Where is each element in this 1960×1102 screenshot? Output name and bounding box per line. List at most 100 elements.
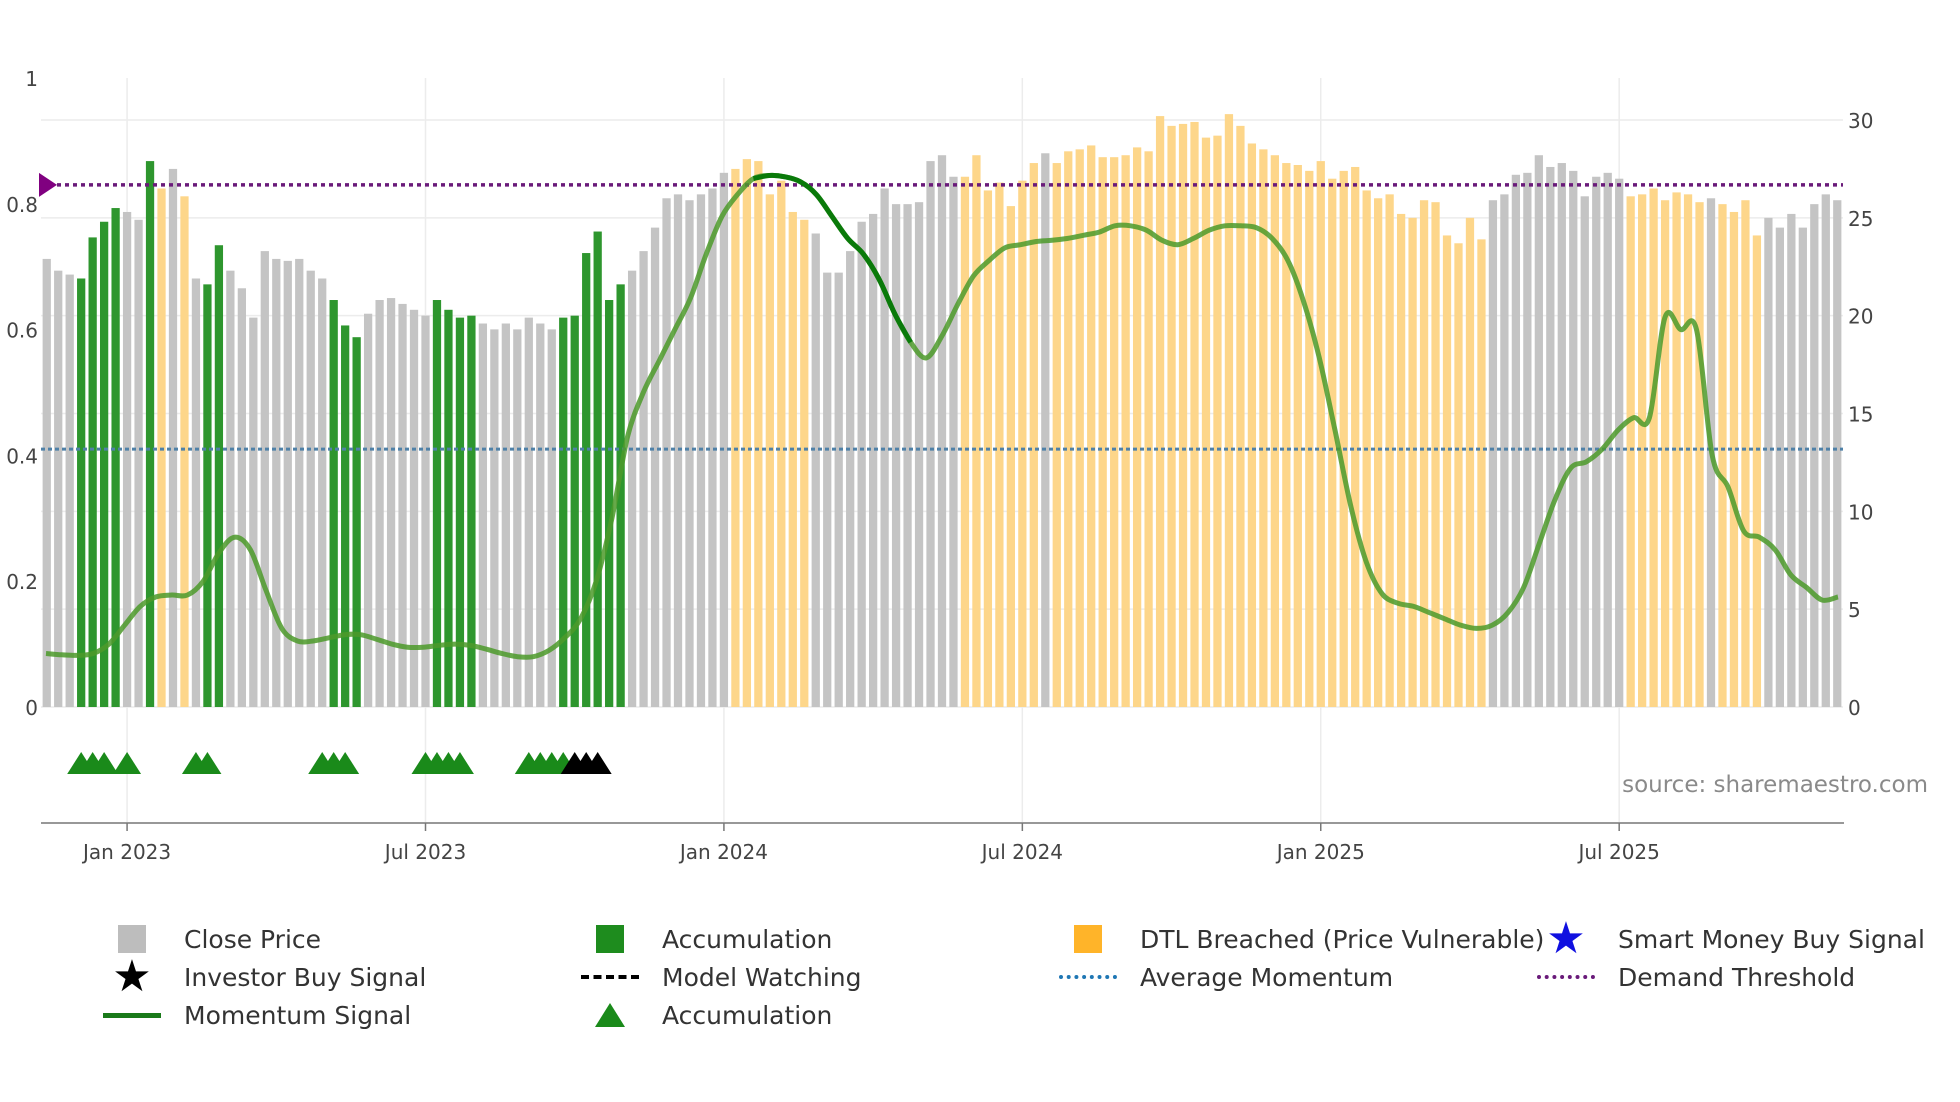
close-price-bar [811,233,820,707]
close-price-bar [1821,194,1830,707]
x-tick-label: Jul 2024 [980,840,1063,864]
right-tick-label: 30 [1848,109,1873,133]
legend-accumulation-bar-label: Accumulation [662,924,833,954]
dtl-bar [1339,170,1348,707]
x-tick-label: Jan 2023 [81,840,171,864]
dtl-bar [1431,202,1440,707]
dtl-bar [1396,213,1406,708]
accumulation-marker [90,752,119,774]
close-price-bar [627,270,637,707]
dtl-bar [1155,116,1165,707]
dtl-bar [1247,143,1257,708]
signal-markers [67,752,612,774]
dtl-bar [180,196,189,707]
dtl-bar [1328,178,1337,707]
close-price-bar [1810,204,1819,708]
right-tick-label: 20 [1848,305,1873,329]
legend: Close Price ★ Investor Buy Signal Moment… [0,913,1960,1070]
close-price-bar [1569,170,1578,707]
close-price-bar [823,272,832,707]
accumulation-bar [203,284,212,707]
close-price-bar [237,288,246,707]
dtl-bar [1190,121,1199,707]
dtl-bar [1144,151,1153,708]
close-price-bar [249,317,258,707]
close-price-bar [168,168,178,707]
dtl-bar [1213,135,1222,708]
legend-model-watching: Model Watching [578,958,862,996]
close-price-bar [1775,227,1785,707]
dtl-bar [742,159,752,708]
close-price-bar [191,278,201,707]
close-price-bar [398,303,407,707]
right-tick-label: 5 [1848,598,1861,622]
close-price-bar [260,251,269,707]
legend-average-momentum-label: Average Momentum [1140,962,1394,992]
close-price-bar [1534,155,1543,708]
dtl-bar [788,211,797,708]
dtl-bar [1075,149,1084,708]
dtl-bar [1351,166,1360,707]
close-price-bar [1580,196,1589,707]
dtl-bar [1087,145,1096,708]
close-price-bar [834,272,843,707]
close-price-bar [1764,217,1773,708]
close-price-bar [375,300,384,707]
accumulation-marker [193,752,222,774]
close-price-bar [857,221,866,707]
accumulation-bar [593,231,602,707]
dtl-bar [1224,114,1234,707]
black-star-icon: ★ [112,951,152,1002]
close-price-bar [926,161,935,708]
legend-demand-threshold: Demand Threshold [1534,958,1855,996]
dtl-bar [1178,123,1188,707]
x-tick-label: Jan 2025 [1275,840,1365,864]
close-price-bar [1041,153,1050,708]
dtl-bar [1385,194,1394,707]
legend-momentum: Momentum Signal [100,996,411,1034]
dtl-bar [1052,163,1061,708]
dtl-bar [1132,147,1142,708]
close-price-bar [272,258,281,707]
close-price-bar [134,219,143,708]
momentum-line-bold [752,172,913,344]
close-price-bar [869,213,878,708]
close-price-bar [708,188,717,707]
dtl-bar [1305,170,1314,707]
legend-smart-money: ★ Smart Money Buy Signal [1534,913,1925,964]
dtl-bar [960,176,970,707]
legend-investor-buy-label: Investor Buy Signal [184,962,427,992]
close-price-bar [1557,163,1566,708]
close-price-bar [490,329,499,707]
dtl-bar [1282,163,1291,708]
close-price-bar [673,194,683,707]
accumulation-bar [111,208,120,708]
close-price-bar [949,176,958,707]
close-price-bar [1523,172,1532,707]
close-price-bar [386,298,396,707]
accumulation-bar [582,253,591,707]
dtl-bar [1064,151,1073,708]
source-label: source: sharemaestro.com [1622,772,1928,798]
dtl-bar [1006,206,1015,708]
right-tick-label: 15 [1848,403,1873,427]
close-price-bar [846,251,855,707]
dtl-bar [1683,194,1693,707]
right-tick-label: 10 [1848,500,1873,524]
blue-star-icon: ★ [1546,913,1586,964]
left-tick-label: 0.2 [6,570,38,594]
accumulation-bar [570,315,579,707]
close-price-bar [1488,200,1498,707]
legend-momentum-label: Momentum Signal [184,1000,412,1030]
left-tick-label: 0.8 [6,193,38,217]
accumulation-bar [329,300,338,707]
close-price-bar [937,155,947,708]
dtl-bar [1201,137,1211,708]
dtl-bar [765,194,774,707]
dtl-bar [1167,125,1176,708]
close-price-bar [513,329,522,707]
accumulation-bar [352,337,361,707]
dtl-bar [1121,155,1130,708]
accumulation-bar [605,300,614,707]
close-price-bar [1615,178,1624,707]
